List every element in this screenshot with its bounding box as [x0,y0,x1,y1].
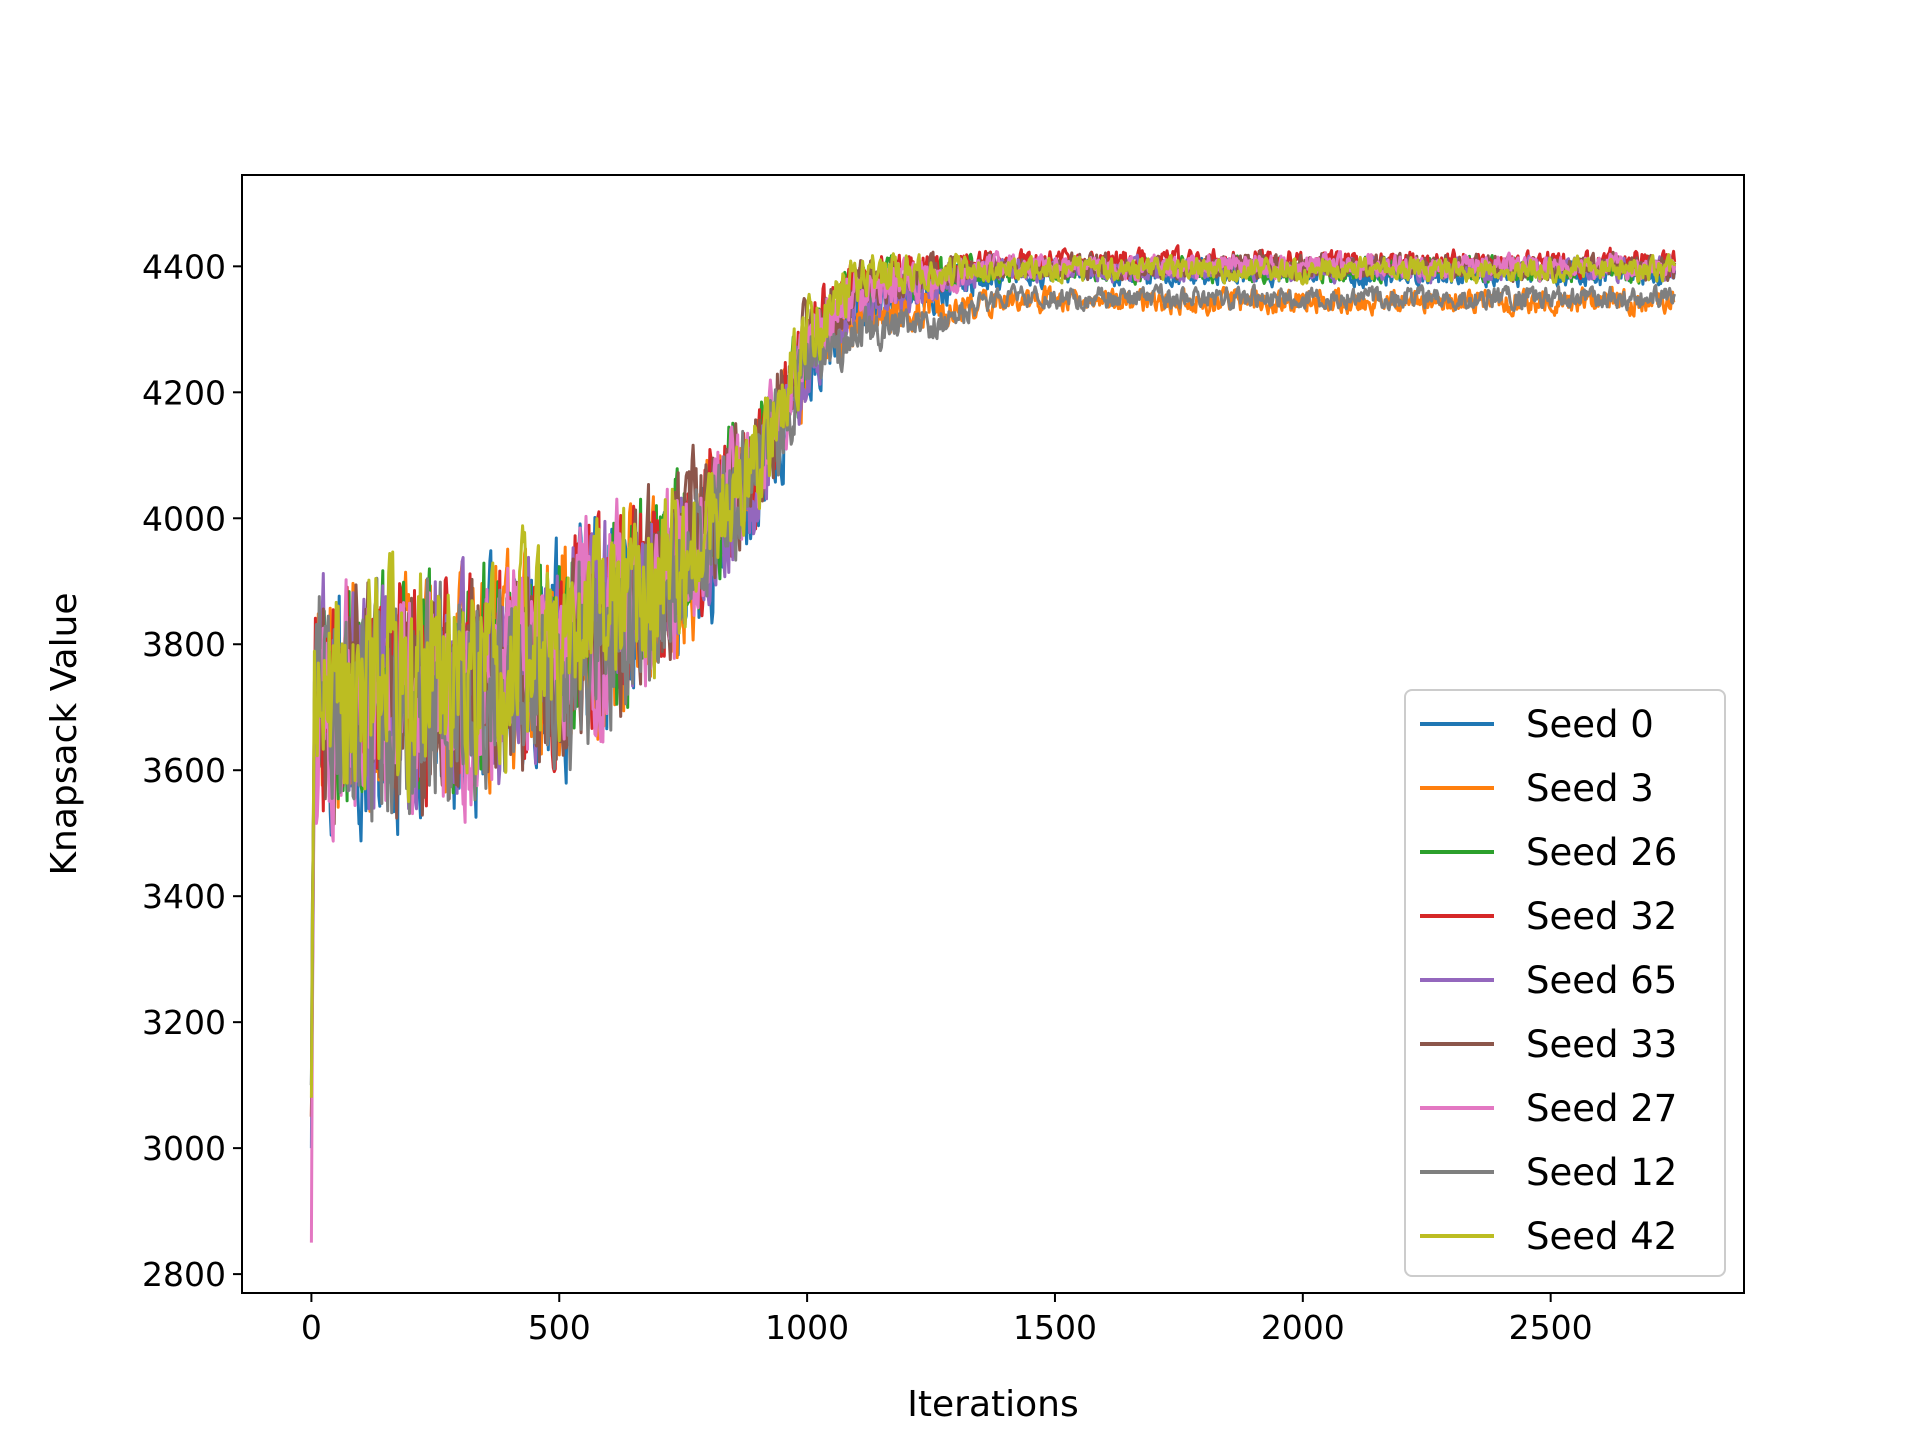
legend-label: Seed 65 [1526,959,1677,1002]
x-axis: 0 500 1000 1500 2000 2500 [301,1293,1593,1347]
y-tick-label: 4000 [142,499,226,538]
y-tick-label: 3400 [142,877,226,916]
legend-label: Seed 42 [1526,1215,1677,1258]
x-tick-label: 1500 [1013,1308,1097,1347]
x-tick-label: 2500 [1509,1308,1593,1347]
legend-label: Seed 33 [1526,1023,1677,1066]
y-axis-label: Knapsack Value [44,592,85,875]
x-axis-label: Iterations [907,1384,1078,1425]
legend-label: Seed 26 [1526,831,1677,874]
y-tick-label: 3600 [142,751,226,790]
y-axis: 2800 3000 3200 3400 3600 3800 4000 4200 4400 [142,247,242,1294]
y-tick-label: 3200 [142,1003,226,1042]
y-tick-label: 3800 [142,625,226,664]
legend: Seed 0 Seed 3 Seed 26 Seed 32 Seed 65 Seed 33… [1404,689,1726,1277]
y-tick-label: 4400 [142,247,226,286]
y-tick-label: 2800 [142,1255,226,1294]
legend-label: Seed 0 [1526,703,1654,746]
y-tick-label: 3000 [142,1129,226,1168]
y-tick-label: 4200 [142,373,226,412]
series-layer [309,244,1677,1243]
legend-label: Seed 27 [1526,1087,1677,1130]
x-tick-label: 0 [301,1308,322,1347]
x-tick-label: 2000 [1261,1308,1345,1347]
legend-label: Seed 3 [1526,767,1654,810]
legend-box [1404,689,1726,1277]
legend-label: Seed 12 [1526,1151,1677,1194]
x-tick-label: 1000 [765,1308,849,1347]
x-tick-label: 500 [528,1308,591,1347]
series-line [309,252,1677,1098]
legend-items: Seed 0 Seed 3 Seed 26 Seed 32 Seed 65 Seed 33… [1420,703,1677,1258]
legend-label: Seed 32 [1526,895,1677,938]
plot-frame [241,174,1745,1294]
